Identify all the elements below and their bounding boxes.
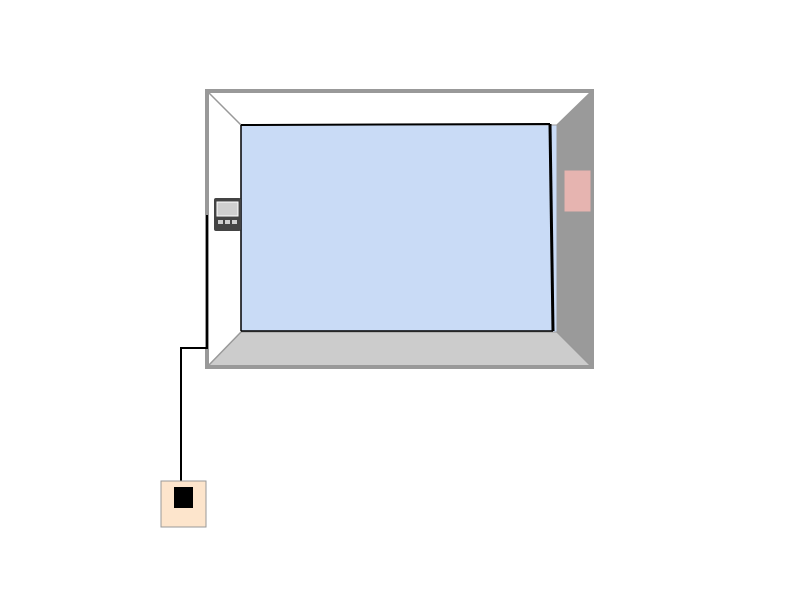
thermostat-screen (216, 201, 239, 217)
floor-outlet-box (160, 480, 207, 528)
thermostat-button-3 (232, 220, 237, 224)
top-wall (207, 91, 592, 125)
wall-corner-lines (206, 90, 593, 368)
right-wall-device (563, 169, 592, 213)
thermostat-button-2 (225, 220, 230, 224)
right-wall (557, 91, 592, 367)
connecting-wire (180, 215, 208, 481)
bottom-wall (207, 332, 592, 367)
outlet-socket (174, 487, 193, 508)
thermostat-controller (214, 198, 241, 231)
panel-top-edge (240, 123, 551, 126)
panel-right-edge (548, 123, 555, 332)
thermostat-button-1 (218, 220, 223, 224)
back-wall-panel (240, 123, 558, 333)
